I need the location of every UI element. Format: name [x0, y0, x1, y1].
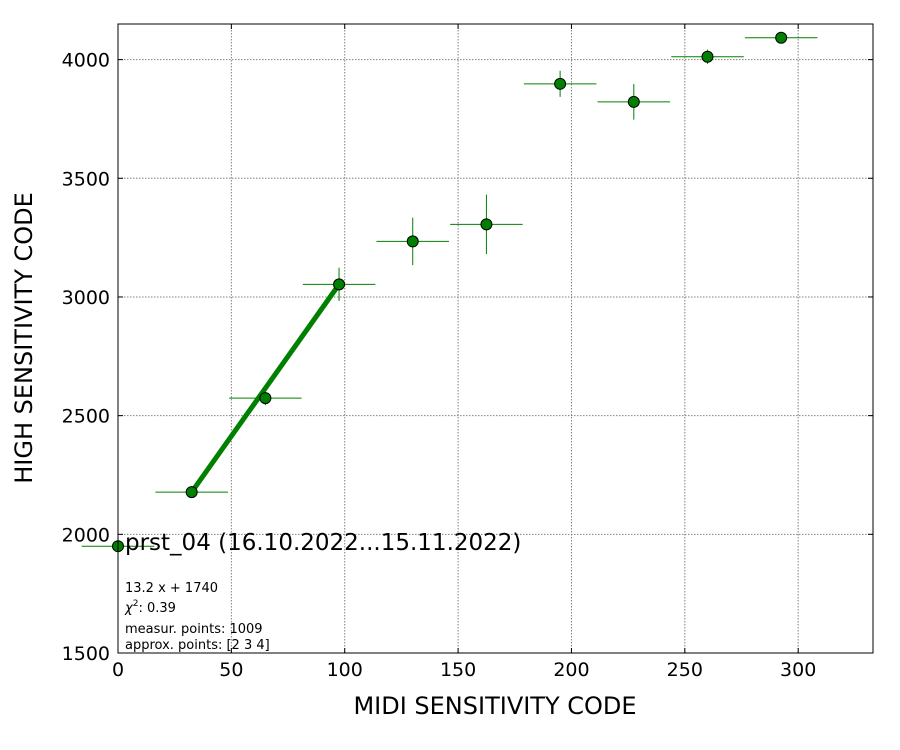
x-tick-label: 300: [780, 659, 816, 681]
annotation-chi2: χ2: 0.39: [124, 599, 176, 616]
tick-labels: 0 50 100 150 200 250 300 1500 2000 2500 3000 3500 40…: [62, 50, 817, 681]
data-point: [701, 50, 714, 63]
annotation-approx: approx. points: [2 3 4]: [125, 638, 270, 653]
chi2-value: : 0.39: [138, 601, 175, 616]
x-tick-label: 50: [219, 659, 243, 681]
data-point: [406, 235, 419, 248]
x-tick-label: 250: [667, 659, 703, 681]
annotation-title: prst_04 (16.10.2022...15.11.2022): [125, 530, 521, 556]
x-tick-label: 0: [112, 659, 124, 681]
data-point: [554, 77, 567, 90]
y-tick-label: 4000: [62, 50, 110, 72]
points: [112, 31, 788, 553]
y-tick-label: 3000: [62, 287, 110, 309]
fit-line: [189, 282, 342, 494]
x-axis-title: MIDI SENSITIVITY CODE: [353, 692, 636, 720]
data-point: [775, 31, 788, 44]
y-axis-title: HIGH SENSITIVITY CODE: [10, 192, 38, 484]
fit-line-group: [189, 282, 342, 494]
chi2-symbol: χ: [124, 601, 134, 616]
x-tick-label: 100: [327, 659, 363, 681]
y-tick-label: 2500: [62, 406, 110, 428]
data-point: [185, 486, 198, 499]
annotation-fit: 13.2 x + 1740: [125, 581, 218, 596]
y-tick-label: 1500: [62, 643, 110, 665]
annotation-measur: measur. points: 1009: [125, 622, 263, 637]
y-tick-label: 3500: [62, 168, 110, 190]
data-point: [627, 95, 640, 108]
y-tick-label: 2000: [62, 524, 110, 546]
data-point: [259, 392, 272, 405]
data-point: [480, 218, 493, 231]
x-tick-label: 150: [440, 659, 476, 681]
chi2-exp: 2: [133, 599, 139, 609]
x-tick-label: 200: [553, 659, 589, 681]
data-point: [333, 278, 346, 291]
plot-frame: [117, 23, 874, 654]
